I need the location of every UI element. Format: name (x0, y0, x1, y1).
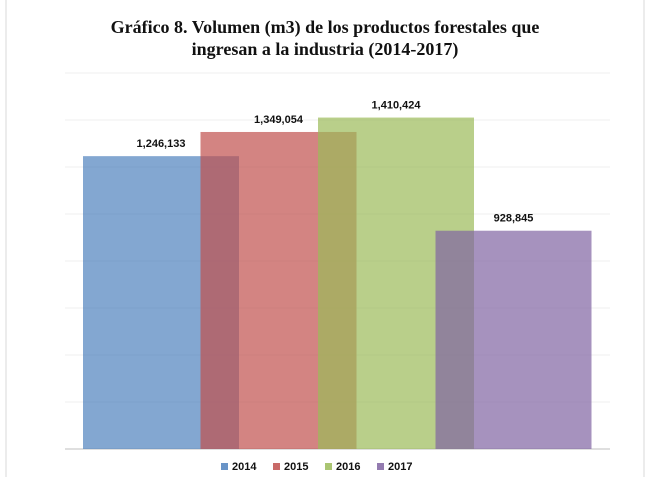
legend-swatch (325, 463, 332, 470)
legend-swatch (221, 463, 228, 470)
legend-swatch (377, 463, 384, 470)
legend-label: 2016 (336, 461, 360, 473)
legend-label: 2017 (388, 461, 412, 473)
chart-title: Gráfico 8. Volumen (m3) de los productos… (110, 17, 540, 59)
data-label: 928,845 (494, 213, 534, 225)
data-label: 1,246,133 (137, 138, 186, 150)
legend-label: 2014 (232, 461, 257, 473)
legend-label: 2015 (284, 461, 308, 473)
legend-swatch (273, 463, 280, 470)
bar (435, 230, 592, 449)
data-label: 1,349,054 (254, 114, 304, 126)
data-label: 1,410,424 (372, 99, 422, 111)
